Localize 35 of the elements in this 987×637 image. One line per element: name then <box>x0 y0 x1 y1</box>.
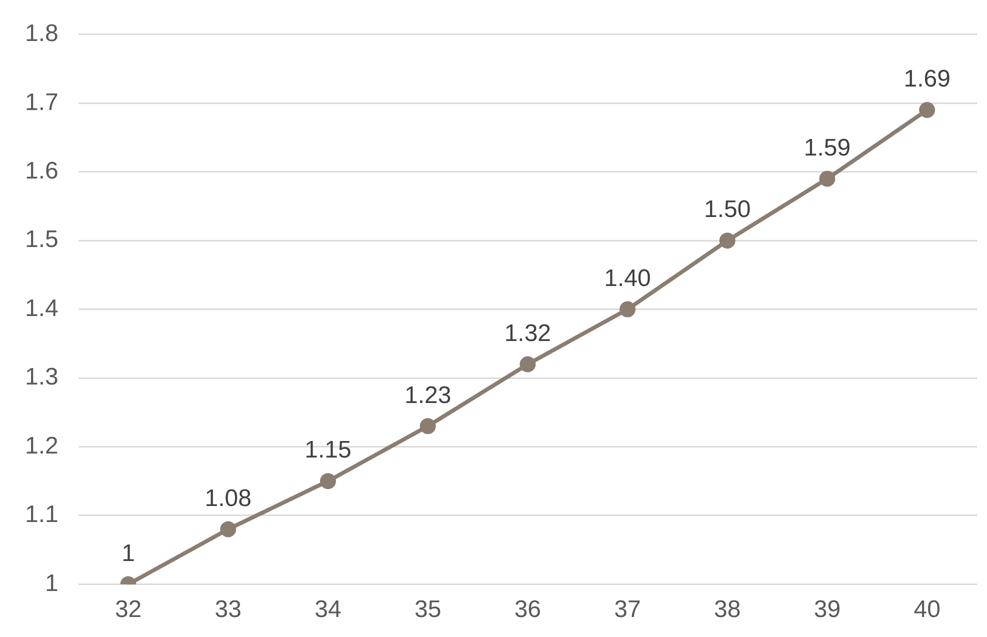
data-label: 1 <box>122 540 135 567</box>
x-tick-label: 38 <box>714 596 741 624</box>
y-tick-label: 1.4 <box>24 294 58 322</box>
point <box>719 232 736 249</box>
point <box>420 418 436 434</box>
x-tick-label: 33 <box>214 596 242 624</box>
point <box>220 521 236 538</box>
x-tick-label: 34 <box>314 596 342 624</box>
point <box>919 102 936 118</box>
point <box>520 356 536 372</box>
data-label: 1.59 <box>804 134 851 162</box>
y-tick-label: 1.7 <box>24 88 58 116</box>
data-label: 1.23 <box>404 382 452 409</box>
y-tick-label: 1.2 <box>24 432 58 460</box>
data-label: 1.15 <box>304 436 352 464</box>
y-tick-label: 1.6 <box>24 157 58 184</box>
data-label: 1.69 <box>904 66 950 93</box>
x-tick-label: 36 <box>514 596 542 624</box>
data-label: 1.32 <box>504 320 552 347</box>
y-tick-label: 1.1 <box>24 501 58 528</box>
x-tick-label: 37 <box>614 596 641 624</box>
y-tick-label: 1.5 <box>24 226 58 254</box>
y-tick-label: 1 <box>45 570 58 597</box>
data-label: 1.40 <box>604 264 651 292</box>
x-tick-label: 32 <box>114 596 142 624</box>
x-tick-label: 35 <box>414 596 442 624</box>
data-label: 1.50 <box>704 196 751 224</box>
point <box>320 473 336 490</box>
point <box>819 170 836 187</box>
data-label: 1.08 <box>204 484 252 512</box>
x-tick-label: 39 <box>814 596 841 624</box>
x-tick-label: 40 <box>914 596 940 624</box>
y-tick-label: 1.8 <box>24 20 58 48</box>
point <box>620 301 636 318</box>
y-tick-label: 1.3 <box>24 364 58 391</box>
